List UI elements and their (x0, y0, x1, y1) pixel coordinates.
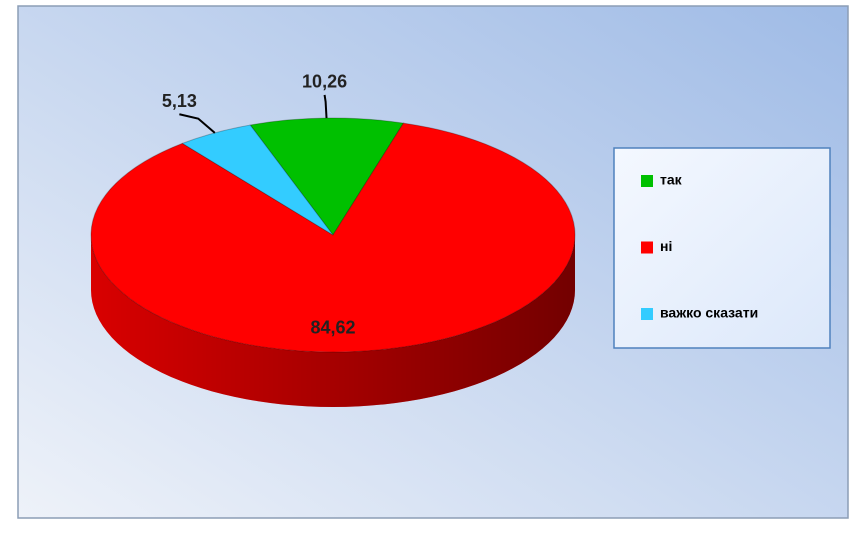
data-label: 84,62 (310, 317, 355, 337)
legend-swatch (641, 175, 653, 187)
legend-label: так (660, 172, 683, 188)
leader-line (179, 113, 216, 134)
leader-line (323, 94, 328, 119)
legend-swatch (641, 308, 653, 320)
legend-label: важко сказати (660, 305, 758, 321)
pie-slice (90, 122, 576, 353)
data-label: 5,13 (162, 91, 197, 111)
data-label: 10,26 (302, 72, 347, 92)
pie-slice (249, 117, 405, 236)
legend-swatch (641, 241, 653, 254)
pie-side-shade (91, 235, 575, 407)
legend-label: ні (660, 238, 672, 254)
pie-slice (181, 124, 334, 236)
